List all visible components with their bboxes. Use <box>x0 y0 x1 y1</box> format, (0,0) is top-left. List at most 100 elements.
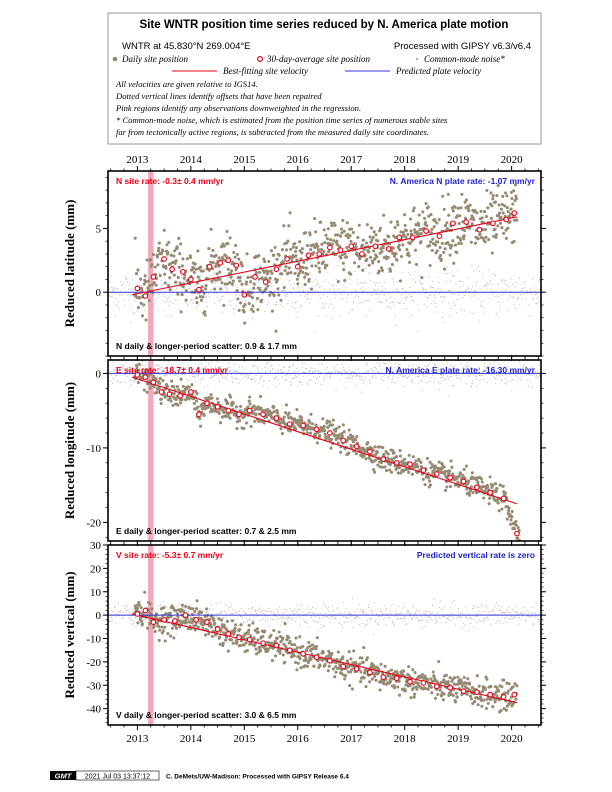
daily-point <box>284 248 289 252</box>
daily-point <box>327 250 331 254</box>
cmn-point <box>444 378 446 380</box>
cmn-point <box>128 612 130 614</box>
daily-point <box>301 428 305 432</box>
daily-point <box>354 661 358 666</box>
daily-point <box>438 245 442 250</box>
cmn-point <box>261 375 263 377</box>
cmn-point <box>259 608 261 610</box>
cmn-point <box>349 613 351 615</box>
cmn-point <box>387 376 389 378</box>
cmn-point <box>347 613 349 615</box>
daily-point <box>262 421 266 425</box>
daily-point <box>149 258 153 262</box>
cmn-point <box>193 374 195 376</box>
average-point <box>407 461 413 468</box>
daily-point <box>169 262 173 266</box>
daily-point <box>169 253 173 257</box>
cmn-point <box>370 280 372 282</box>
cmn-point <box>382 613 384 615</box>
cmn-point <box>313 613 315 615</box>
daily-point <box>249 424 253 428</box>
cmn-point <box>230 373 232 375</box>
cmn-point <box>403 308 405 310</box>
cmn-point <box>186 366 188 368</box>
cmn-point <box>284 379 286 381</box>
daily-point <box>178 625 182 629</box>
daily-point <box>383 664 387 668</box>
cmn-point <box>506 365 508 367</box>
cmn-point <box>113 369 115 371</box>
daily-point <box>199 298 204 302</box>
cmn-point <box>494 274 496 276</box>
cmn-point <box>507 610 509 612</box>
cmn-point <box>487 365 489 367</box>
cmn-point <box>489 613 491 615</box>
cmn-point <box>234 619 236 621</box>
cmn-point <box>176 606 178 608</box>
cmn-point <box>364 300 366 302</box>
daily-point <box>412 686 416 690</box>
daily-point <box>309 431 313 435</box>
cmn-point <box>531 387 533 389</box>
cmn-point <box>373 281 375 283</box>
daily-point <box>235 427 239 431</box>
cmn-point <box>473 368 475 370</box>
daily-point <box>294 254 298 258</box>
cmn-point <box>122 368 124 370</box>
daily-point <box>403 457 407 461</box>
cmn-point <box>247 284 249 286</box>
cmn-point <box>403 303 405 305</box>
fit-line <box>131 376 518 505</box>
cmn-point <box>315 607 317 609</box>
daily-point <box>490 251 494 255</box>
daily-point <box>389 668 394 672</box>
cmn-point <box>130 384 132 386</box>
cmn-point <box>347 293 349 295</box>
daily-point <box>251 309 255 313</box>
cmn-point <box>267 302 269 304</box>
cmn-point <box>360 287 362 289</box>
cmn-point <box>180 618 182 620</box>
cmn-point <box>276 608 278 610</box>
cmn-point <box>471 380 473 382</box>
cmn-point <box>152 615 154 617</box>
cmn-point <box>354 617 356 619</box>
cmn-point <box>490 289 492 291</box>
cmn-point <box>365 623 367 625</box>
cmn-point <box>372 611 374 613</box>
cmn-point <box>264 311 266 313</box>
daily-point <box>361 660 365 664</box>
cmn-point <box>423 610 425 612</box>
cmn-point <box>446 618 448 620</box>
daily-point <box>145 390 149 394</box>
cmn-point <box>438 281 440 283</box>
key-avg-symbol <box>257 55 264 62</box>
cmn-point <box>434 302 436 304</box>
cmn-point <box>232 381 234 383</box>
cmn-point <box>336 278 338 280</box>
cmn-point <box>150 301 152 303</box>
cmn-point <box>472 383 474 385</box>
cmn-point <box>238 611 240 613</box>
cmn-point <box>477 370 479 372</box>
cmn-point <box>470 288 472 290</box>
daily-point <box>426 205 430 209</box>
cmn-point <box>222 295 224 297</box>
daily-point <box>191 607 195 611</box>
daily-point <box>443 224 448 228</box>
cmn-point <box>288 617 290 619</box>
cmn-point <box>108 621 110 623</box>
site-rate-label: E site rate: -18.7± 0.4 mm/yr <box>116 365 229 375</box>
cmn-point <box>185 607 187 609</box>
daily-point <box>339 671 344 676</box>
cmn-point <box>460 617 462 619</box>
daily-point <box>448 485 453 489</box>
cmn-point <box>431 374 433 376</box>
cmn-point <box>197 375 199 377</box>
cmn-point <box>314 615 316 617</box>
cmn-point <box>413 382 415 384</box>
cmn-point <box>447 273 449 275</box>
key-fit-label: Best-fitting site velocity <box>223 66 308 76</box>
daily-point <box>342 268 346 272</box>
cmn-point <box>230 620 232 622</box>
